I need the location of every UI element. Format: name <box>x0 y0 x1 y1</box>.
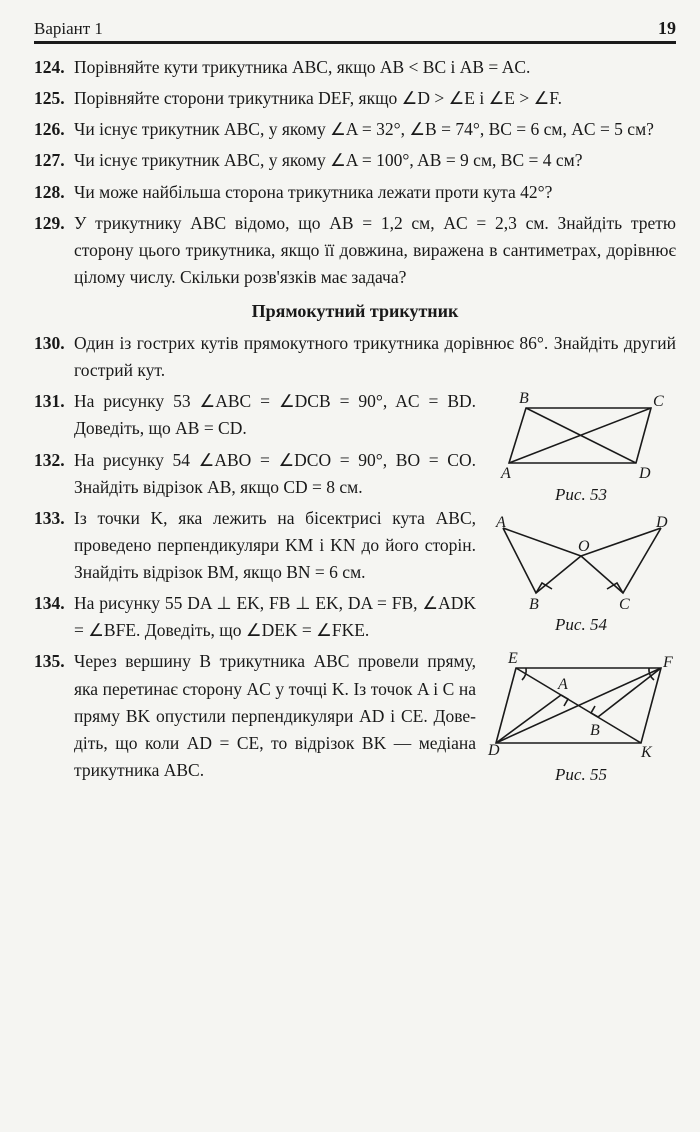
problem-text: Порівняйте сторони трикутника DEF, якщо … <box>74 85 676 112</box>
problem-124: 124. Порівняйте кути трикутника ABC, якщ… <box>34 54 676 81</box>
label-D: D <box>655 514 668 531</box>
page-number: 19 <box>658 18 676 39</box>
problem-number: 125. <box>34 85 74 112</box>
label-O: O <box>578 538 590 555</box>
header-variant: Варіант 1 <box>34 19 103 39</box>
problem-number: 134. <box>34 590 74 617</box>
label-B: B <box>590 722 600 739</box>
problem-number: 126. <box>34 116 74 143</box>
problem-131: 131. На рисунку 53 ∠ABC = ∠DCB = 90°, AC… <box>34 388 476 442</box>
figure-55: E A F D B K <box>486 643 676 763</box>
problem-text: Чи може найбільша сторона трикутника леж… <box>74 179 676 206</box>
label-B: B <box>519 390 529 407</box>
problem-text: Чи існує трикутник ABC, у якому ∠A = 100… <box>74 147 676 174</box>
label-K: K <box>640 744 653 761</box>
label-A: A <box>495 514 506 531</box>
problem-number: 135. <box>34 648 74 675</box>
page-header: Варіант 1 19 <box>34 18 676 44</box>
problem-text: На рисунку 53 ∠ABC = ∠DCB = 90°, AC = BD… <box>74 388 476 442</box>
problem-134: 134. На рисунку 55 DA ⊥ EK, FB ⊥ EK, DA … <box>34 590 476 644</box>
figure-55-caption: Рис. 55 <box>555 765 607 785</box>
figure-53-caption: Рис. 53 <box>555 485 607 505</box>
problem-text: На рисунку 55 DA ⊥ EK, FB ⊥ EK, DA = FB,… <box>74 590 476 644</box>
left-column: 131. На рисунку 53 ∠ABC = ∠DCB = 90°, AC… <box>34 388 476 793</box>
page: Варіант 1 19 124. Порівняйте кути трикут… <box>0 0 700 1132</box>
figure-53: A B C D <box>491 388 671 483</box>
label-A: A <box>557 676 568 693</box>
label-C: C <box>653 393 664 410</box>
label-C: C <box>619 596 630 613</box>
problem-text: Із точки K, яка лежить на бісектрисі кут… <box>74 505 476 586</box>
problem-126: 126. Чи існує трикутник ABC, у якому ∠A … <box>34 116 676 143</box>
problem-130: 130. Один із гострих кутів прямокутного … <box>34 330 676 384</box>
problem-text: На рисунку 54 ∠ABO = ∠DCO = 90°, BO = CO… <box>74 447 476 501</box>
label-B: B <box>529 596 539 613</box>
label-E: E <box>507 650 518 667</box>
problem-text: Один із гострих кутів прямокутного трику… <box>74 330 676 384</box>
problem-133: 133. Із точки K, яка лежить на бісектрис… <box>34 505 476 586</box>
problem-125: 125. Порівняйте сторони трикутника DEF, … <box>34 85 676 112</box>
problem-number: 132. <box>34 447 74 474</box>
problem-number: 129. <box>34 210 74 237</box>
problem-text: У трикутнику ABC відомо, що AB = 1,2 см,… <box>74 210 676 291</box>
figure-54-caption: Рис. 54 <box>555 615 607 635</box>
problem-number: 124. <box>34 54 74 81</box>
figure-54: A O D B C <box>491 513 671 613</box>
label-D: D <box>638 465 651 482</box>
problem-135: 135. Через вершину B трикутника ABC пров… <box>34 648 476 784</box>
problem-number: 128. <box>34 179 74 206</box>
block-131-135: 131. На рисунку 53 ∠ABC = ∠DCB = 90°, AC… <box>34 388 676 793</box>
problem-number: 131. <box>34 388 74 415</box>
problem-number: 130. <box>34 330 74 357</box>
problem-127: 127. Чи існує трикутник ABC, у якому ∠A … <box>34 147 676 174</box>
label-A: A <box>500 465 511 482</box>
section-heading: Прямокутний трикутник <box>34 301 676 322</box>
problem-number: 127. <box>34 147 74 174</box>
right-column: A B C D Рис. 53 A <box>486 388 676 793</box>
problem-text: Через вершину B трикутника ABC провели п… <box>74 648 476 784</box>
label-D: D <box>487 742 500 759</box>
problem-text: Порівняйте кути трикутника ABC, якщо AB … <box>74 54 676 81</box>
problem-129: 129. У трикутнику ABC відомо, що AB = 1,… <box>34 210 676 291</box>
label-F: F <box>662 654 673 671</box>
problem-132: 132. На рисунку 54 ∠ABO = ∠DCO = 90°, BO… <box>34 447 476 501</box>
problem-text: Чи існує трикутник ABC, у якому ∠A = 32°… <box>74 116 676 143</box>
problem-number: 133. <box>34 505 74 532</box>
problem-128: 128. Чи може найбільша сторона трикутник… <box>34 179 676 206</box>
